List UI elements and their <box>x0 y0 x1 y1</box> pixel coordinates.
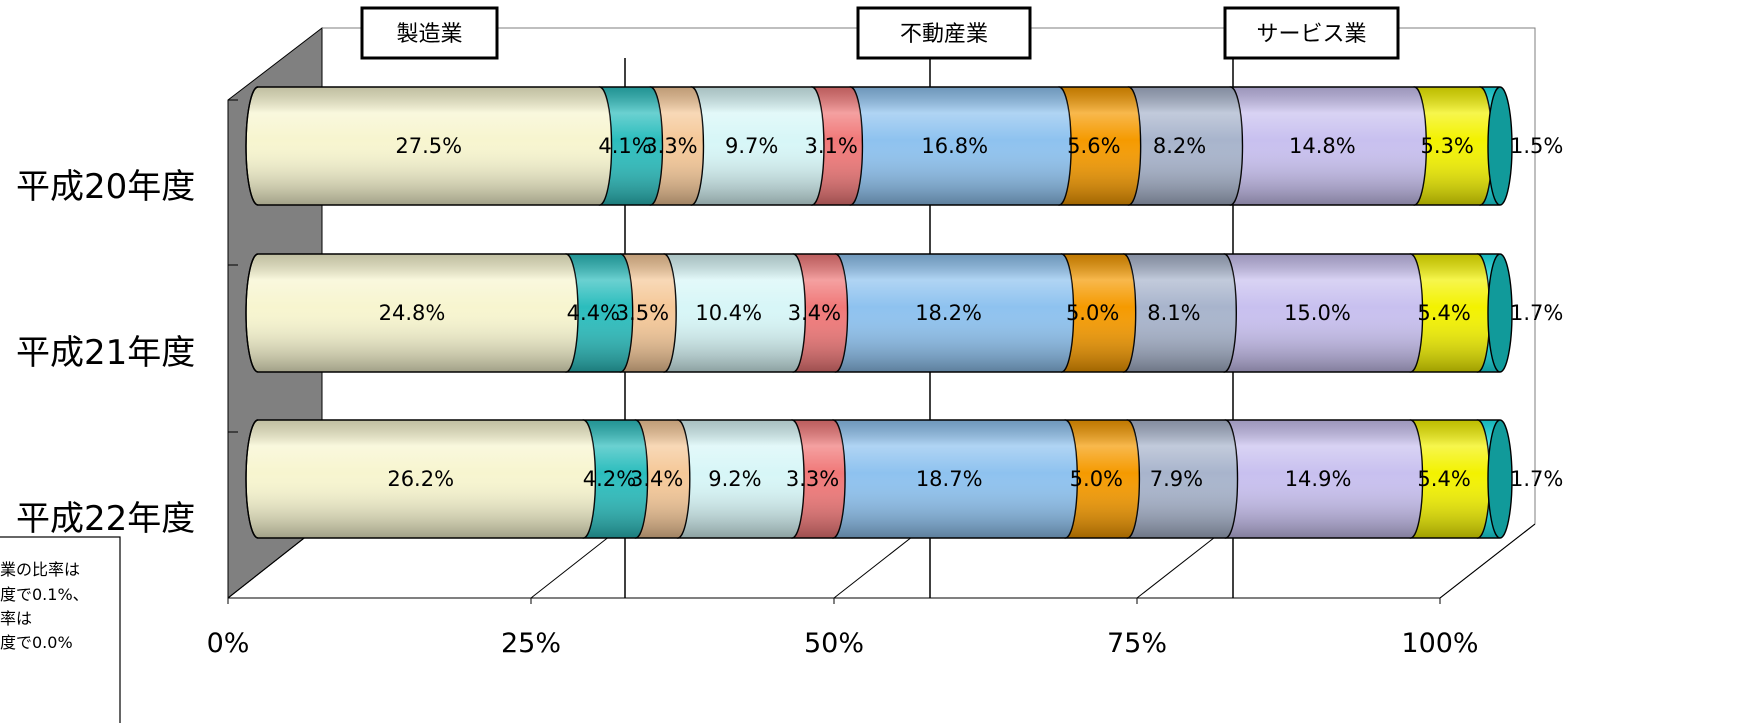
bar-start-edge <box>245 419 259 539</box>
bar-segment <box>1211 253 1424 373</box>
x-tick-label: 25% <box>501 628 561 659</box>
data-label: 4.2% <box>583 467 636 491</box>
data-label: 1.7% <box>1510 467 1563 491</box>
data-label: 9.7% <box>725 134 778 158</box>
segment-shading <box>246 254 579 372</box>
segment-shading <box>838 87 1072 205</box>
segment-shading <box>679 87 824 205</box>
note-line: 率は <box>0 609 32 628</box>
note-frame <box>0 536 121 723</box>
bar-start-edge <box>245 253 259 373</box>
data-label: 24.8% <box>379 301 446 325</box>
data-label: 3.3% <box>644 134 697 158</box>
bar-segment <box>678 86 825 206</box>
note-line: 度で0.1%、 <box>0 585 89 604</box>
bar-end-cap <box>1487 86 1513 206</box>
segment-shading <box>246 420 596 538</box>
bar-segment <box>1217 86 1427 206</box>
data-label: 18.2% <box>915 301 982 325</box>
data-label: 8.1% <box>1147 301 1200 325</box>
bar-end-cap <box>1487 419 1513 539</box>
bar-end-cap <box>1487 253 1513 373</box>
data-label: 18.7% <box>916 467 983 491</box>
data-label: 5.3% <box>1421 134 1474 158</box>
bar-segment <box>1212 419 1424 539</box>
floor-gridline <box>1439 523 1536 599</box>
bar-segment <box>820 419 1078 539</box>
segment-shading <box>821 420 1078 538</box>
bar-segment <box>1114 419 1239 539</box>
bar-segment <box>837 86 1072 206</box>
note-line: 業の比率は <box>0 560 80 579</box>
category-label: 平成20年度 <box>16 167 195 207</box>
data-label: 5.0% <box>1066 301 1119 325</box>
data-label: 3.4% <box>630 467 683 491</box>
data-label: 3.5% <box>616 301 669 325</box>
annotation-label: 不動産業 <box>900 22 988 47</box>
data-label: 5.6% <box>1067 134 1120 158</box>
segment-shading <box>246 87 612 205</box>
data-label: 14.8% <box>1289 134 1356 158</box>
x-tick-label: 0% <box>207 628 250 659</box>
data-label: 3.3% <box>786 467 839 491</box>
bar-segment <box>651 253 806 373</box>
segment-shading <box>1218 87 1427 205</box>
data-label: 5.0% <box>1070 467 1123 491</box>
back-wall-edge <box>322 27 1536 524</box>
data-label: 5.4% <box>1417 467 1470 491</box>
annotation-box <box>856 6 1032 60</box>
bar-segment <box>245 86 613 206</box>
bar-segment <box>245 419 597 539</box>
data-label: 7.9% <box>1150 467 1203 491</box>
data-label: 8.2% <box>1153 134 1206 158</box>
data-label: 4.1% <box>598 134 651 158</box>
annotation-box <box>1223 6 1400 60</box>
data-label: 16.8% <box>921 134 988 158</box>
bar-segment <box>1046 86 1142 206</box>
x-tick-label: 50% <box>804 628 864 659</box>
category-label: 平成21年度 <box>16 333 195 373</box>
segment-shading <box>665 420 805 538</box>
data-label: 10.4% <box>695 301 762 325</box>
bar-start-edge <box>245 86 259 206</box>
data-label: 1.7% <box>1510 301 1563 325</box>
data-label: 27.5% <box>395 134 462 158</box>
segment-shading <box>823 254 1074 372</box>
annotation-label: サービス業 <box>1256 22 1366 47</box>
segment-shading <box>1212 254 1423 372</box>
annotation-label: 製造業 <box>396 22 462 47</box>
segment-shading <box>1213 420 1423 538</box>
x-tick-label: 100% <box>1401 628 1478 659</box>
bar-row-1: 27.5% 4.1%3.3% 9.7% 3.1% 16.8% 5.6% 8.2% 14.8% 5… <box>245 86 1563 206</box>
segment-shading <box>1047 87 1141 205</box>
annotation-3: サービス業 <box>1223 6 1400 598</box>
segment-shading <box>1111 254 1237 372</box>
segment-shading <box>1115 420 1238 538</box>
x-tick-label: 75% <box>1107 628 1167 659</box>
data-label: 3.1% <box>805 134 858 158</box>
data-label: 1.5% <box>1510 134 1563 158</box>
data-label: 3.4% <box>788 301 841 325</box>
annotation-box <box>360 6 499 60</box>
bars: 27.5% 4.1%3.3% 9.7% 3.1% 16.8% 5.6% 8.2% 14.8% 5… <box>245 86 1563 539</box>
bar-segment <box>822 253 1075 373</box>
data-label: 15.0% <box>1284 301 1351 325</box>
bar-row-2: 24.8% 4.4%3.5% 10.4% 3.4% 18.2% 5.0% 8.1% 15.0%… <box>245 253 1563 373</box>
data-label: 5.4% <box>1417 301 1470 325</box>
data-label: 26.2% <box>387 467 454 491</box>
x-tick-labels: 0% 25% 50% 75% 100% <box>207 628 1479 659</box>
note-line: 度で0.0% <box>0 633 73 652</box>
data-label: 9.2% <box>708 467 761 491</box>
category-label: 平成22年度 <box>16 499 195 539</box>
segment-shading <box>1116 87 1243 205</box>
segment-shading <box>652 254 806 372</box>
bar-segment <box>1110 253 1237 373</box>
data-label: 14.9% <box>1285 467 1352 491</box>
bar-row-3: 26.2% 4.2%3.4% 9.2% 3.3% 18.7% 5.0% 7.9% 14.9% 5… <box>245 419 1563 539</box>
data-label: 4.4% <box>567 301 620 325</box>
